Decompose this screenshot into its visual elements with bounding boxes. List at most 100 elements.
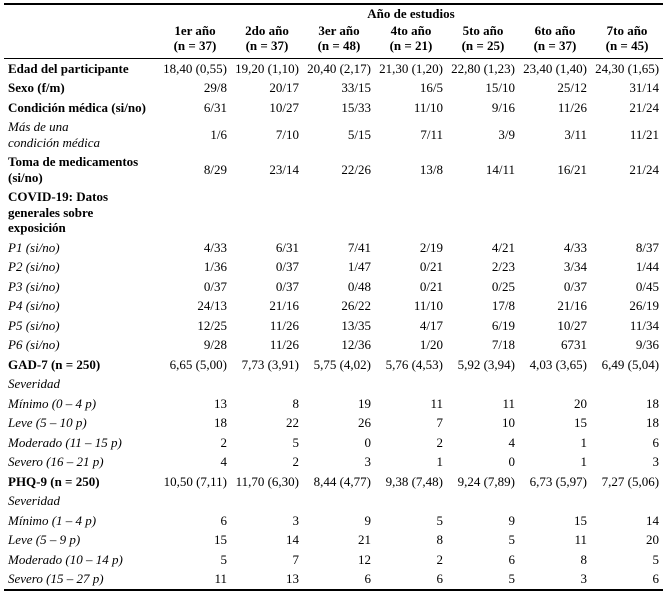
table-row: Moderado (11 – 15 p) 2 5 0 2 4 1 6 bbox=[4, 433, 663, 453]
cell-value: 33/15 bbox=[341, 80, 371, 95]
cell-value: 15 bbox=[214, 532, 227, 547]
cell-value: 8,44 (4,77) bbox=[313, 473, 371, 489]
cell-value: 1 bbox=[580, 454, 588, 469]
cell-value: 7/11 bbox=[420, 126, 443, 142]
cell-value bbox=[519, 187, 591, 238]
cell-value: 5 bbox=[508, 532, 516, 547]
column-n: (n = 21) bbox=[389, 38, 433, 53]
column-header-5: 5to año (n = 25) bbox=[447, 21, 519, 59]
cell-value: 9 bbox=[508, 512, 516, 528]
row-label: Más de una condición médica bbox=[8, 119, 101, 150]
cell-value: 15 bbox=[574, 512, 587, 528]
cell-value: 11/26 bbox=[269, 317, 299, 333]
cell-value: 26/22 bbox=[341, 298, 371, 313]
table-row: Condición médica (si/no) 6/31 10/27 15/33 11… bbox=[4, 98, 663, 118]
cell-value: 11 bbox=[574, 532, 587, 547]
cell-value: 8/29 bbox=[203, 161, 227, 177]
cell-value: 6731 bbox=[561, 337, 587, 352]
cell-value bbox=[591, 187, 663, 238]
cell-value: 1/44 bbox=[635, 259, 660, 274]
cell-value: 6 bbox=[652, 571, 660, 586]
row-label: Mínimo (1 – 4 p) bbox=[8, 512, 97, 528]
cell-value bbox=[519, 491, 591, 511]
row-label: P3 (si/no) bbox=[8, 278, 60, 294]
table-row: GAD-7 (n = 250) 6,65 (5,00) 7,73 (3,91) 5,7… bbox=[4, 355, 663, 375]
table-row: Severidad bbox=[4, 374, 663, 394]
cell-value: 23/14 bbox=[269, 161, 299, 177]
row-label: Severidad bbox=[8, 493, 60, 508]
cell-value: 1/20 bbox=[419, 337, 443, 352]
cell-value: 9/16 bbox=[491, 99, 515, 115]
cell-value: 24/13 bbox=[197, 298, 227, 313]
row-label: P1 (si/no) bbox=[8, 239, 60, 255]
table-row: Leve (5 – 9 p) 15 14 21 8 5 11 20 bbox=[4, 530, 663, 550]
cell-value: 6/19 bbox=[491, 317, 515, 333]
column-n: (n = 48) bbox=[317, 38, 361, 53]
cell-value: 4 bbox=[220, 454, 228, 469]
cell-value: 29/8 bbox=[203, 80, 227, 95]
table-row: Severo (16 – 21 p) 4 2 3 1 0 1 3 bbox=[4, 452, 663, 472]
cell-value: 2 bbox=[292, 454, 300, 469]
cell-value: 5,76 (4,53) bbox=[385, 356, 443, 372]
cell-value: 5 bbox=[652, 551, 660, 567]
cell-value: 14/11 bbox=[485, 161, 515, 177]
cell-value: 19 bbox=[358, 395, 371, 411]
cell-value: 11/10 bbox=[413, 99, 443, 115]
cell-value bbox=[447, 187, 519, 238]
cell-value: 20 bbox=[646, 532, 660, 547]
cell-value: 13 bbox=[214, 395, 227, 411]
column-label: 2do año bbox=[245, 22, 289, 38]
cell-value bbox=[447, 374, 519, 394]
row-label: Severo (15 – 27 p) bbox=[8, 571, 104, 586]
cell-value: 21/24 bbox=[629, 99, 660, 115]
spanner-heading: Año de estudios bbox=[367, 6, 455, 21]
cell-value: 5 bbox=[220, 551, 228, 567]
cell-value: 24,30 (1,65) bbox=[595, 60, 660, 76]
column-header-2: 2do año (n = 37) bbox=[231, 21, 303, 59]
cell-value: 15 bbox=[574, 415, 587, 430]
cell-value: 17/8 bbox=[491, 298, 515, 313]
cell-value bbox=[159, 187, 231, 238]
cell-value: 2/19 bbox=[419, 239, 443, 255]
row-label: Toma de medicamentos (si/no) bbox=[8, 154, 139, 185]
cell-value: 6,49 (5,04) bbox=[601, 356, 660, 372]
cell-value: 21/16 bbox=[557, 298, 587, 313]
table-row: Severidad bbox=[4, 491, 663, 511]
cell-value: 6 bbox=[652, 434, 660, 450]
cell-value: 21/16 bbox=[269, 298, 299, 313]
row-label: Moderado (11 – 15 p) bbox=[8, 434, 122, 450]
cell-value: 13 bbox=[286, 571, 299, 586]
cell-value: 9/36 bbox=[635, 337, 660, 352]
cell-value: 3 bbox=[652, 454, 660, 469]
column-label: 4to año bbox=[390, 22, 432, 38]
cell-value: 23,40 (1,40) bbox=[523, 60, 587, 76]
cell-value bbox=[591, 491, 663, 511]
cell-value: 3 bbox=[364, 454, 372, 469]
cell-value: 31/14 bbox=[629, 80, 660, 95]
cell-value: 1 bbox=[580, 434, 588, 450]
cell-value: 9,38 (7,48) bbox=[385, 473, 443, 489]
cell-value: 10/27 bbox=[557, 317, 587, 333]
row-label: P4 (si/no) bbox=[8, 298, 60, 313]
cell-value: 9 bbox=[364, 512, 372, 528]
cell-value: 2/23 bbox=[491, 259, 515, 274]
cell-value: 0/37 bbox=[563, 278, 587, 294]
table-row: Severo (15 – 27 p) 11 13 6 6 5 3 6 bbox=[4, 569, 663, 590]
table-row: P1 (si/no) 4/33 6/31 7/41 2/19 4/21 4/33 8/37 bbox=[4, 238, 663, 258]
cell-value bbox=[231, 187, 303, 238]
row-label: Moderado (10 – 14 p) bbox=[8, 551, 123, 567]
cell-value: 21/24 bbox=[629, 161, 660, 177]
row-label: GAD-7 (n = 250) bbox=[8, 356, 101, 372]
cell-value: 14 bbox=[286, 532, 299, 547]
spanner-row: Año de estudios bbox=[4, 4, 663, 22]
cell-value: 11,70 (6,30) bbox=[235, 473, 299, 489]
column-label: 3er año bbox=[318, 22, 360, 38]
column-header-3: 3er año (n = 48) bbox=[303, 21, 375, 59]
column-n: (n = 37) bbox=[173, 38, 217, 53]
column-header-1: 1er año (n = 37) bbox=[159, 21, 231, 59]
column-header-4: 4to año (n = 21) bbox=[375, 21, 447, 59]
cell-value: 0/45 bbox=[635, 278, 660, 294]
cell-value: 7,27 (5,06) bbox=[601, 473, 660, 489]
cell-value: 9/28 bbox=[203, 337, 227, 352]
